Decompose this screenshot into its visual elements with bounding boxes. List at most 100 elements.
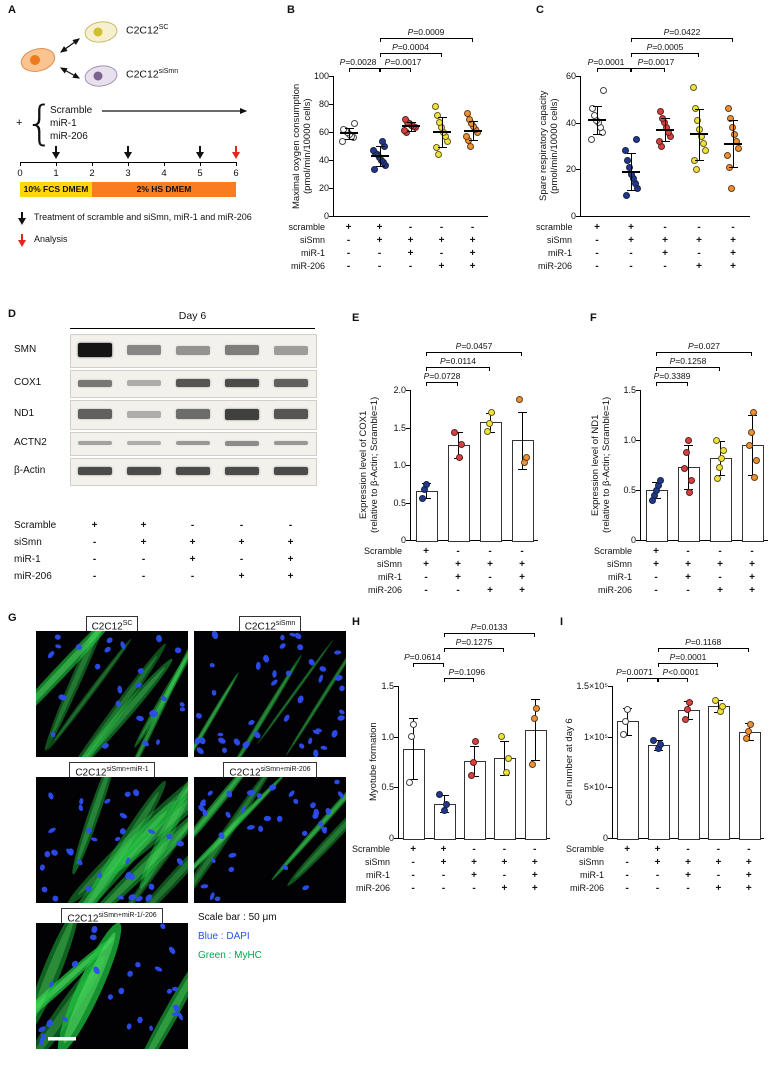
matrix-sign: -	[488, 572, 492, 583]
down-arrow-icon	[123, 152, 132, 159]
data-point	[750, 473, 758, 481]
matrix-sign: -	[288, 520, 293, 531]
matrix-sign: -	[625, 883, 629, 894]
error-bar-cap	[627, 190, 636, 192]
error-bar-cap	[530, 699, 540, 701]
panel-c: C 0 20 40 60 Spare respiratory capacity (pmo…	[536, 4, 777, 304]
error-bar-cap	[695, 160, 704, 161]
matrix-sign: -	[411, 883, 415, 894]
matrix-row-label: Scramble	[352, 844, 391, 854]
sig-bracket-end	[631, 53, 632, 57]
y-tick-label: 0	[630, 535, 636, 545]
panel-h: H 0 0.5 1.0 1.5 Myotube formation P=0.1096 P=0…	[352, 616, 555, 916]
error-bar-cap	[344, 139, 354, 140]
matrix-sign: -	[346, 248, 351, 259]
matrix-sign: -	[346, 261, 351, 272]
matrix-sign: +	[654, 844, 661, 855]
matrix-sign: -	[625, 857, 629, 868]
micrograph	[36, 631, 188, 757]
matrix-sign: +	[717, 585, 723, 596]
y-tick	[394, 686, 398, 687]
x-axis	[410, 540, 538, 541]
sig-bracket	[379, 53, 442, 54]
x-axis	[640, 540, 768, 541]
data-point	[379, 138, 386, 146]
matrix-sign: +	[438, 261, 445, 272]
data-point	[463, 132, 470, 140]
matrix-sign: +	[696, 261, 702, 272]
blot-band	[126, 380, 161, 386]
error-bar-cap	[500, 740, 510, 742]
y-tick	[406, 540, 410, 541]
matrix-sign: -	[718, 572, 722, 583]
blot-band	[224, 408, 259, 420]
panel-e: E 0 0.5 1.0 1.5 2.0 Expression level of COX1 …	[352, 312, 555, 612]
matrix-sign: +	[745, 857, 752, 868]
blot-band	[175, 379, 210, 387]
matrix-sign: +	[624, 844, 631, 855]
data-point	[657, 741, 665, 749]
y-tick	[608, 838, 612, 839]
data-point	[464, 110, 471, 118]
blot-band	[273, 467, 308, 475]
matrix-sign: -	[716, 844, 721, 855]
y-tick-label: 1.0	[393, 460, 406, 470]
data-point	[339, 138, 346, 146]
matrix-row-label: siSmn	[364, 857, 390, 867]
bar	[708, 706, 731, 840]
data-point	[418, 494, 426, 502]
sig-bracket-end	[656, 382, 657, 386]
y-tick	[608, 736, 612, 738]
error-bar-cap	[470, 776, 479, 778]
data-point	[471, 738, 479, 746]
cell-label-sc: C2C12SC	[126, 24, 168, 37]
matrix-sign: -	[716, 870, 721, 881]
bar	[647, 744, 670, 840]
matrix-row-label: siSmn	[376, 559, 402, 569]
sig-bracket-end	[657, 648, 659, 652]
sc-cell-icon	[84, 21, 118, 43]
matrix-sign: +	[469, 261, 476, 272]
matrix-sign: -	[441, 883, 446, 894]
data-point	[351, 120, 358, 128]
matrix-sign: -	[190, 520, 195, 531]
panel-g: G C2C12SC C2C12siSmn C2C12siSmn+miR-1 C2C12…	[8, 612, 352, 1071]
lineage-arrow-icon	[60, 38, 80, 53]
y-tick	[608, 787, 612, 789]
data-point	[435, 150, 442, 158]
blot-band	[224, 379, 259, 387]
timeline-tick	[20, 162, 21, 166]
matrix-sign: +	[662, 248, 668, 259]
bar	[678, 467, 700, 542]
y-tick-label: 1.0	[381, 731, 394, 742]
matrix-sign: +	[519, 585, 525, 596]
data-point	[621, 147, 629, 155]
down-arrow-icon	[17, 240, 26, 247]
matrix-sign: -	[520, 546, 524, 557]
matrix-sign: -	[686, 546, 690, 557]
sig-bracket-end	[379, 68, 381, 72]
blot-band	[273, 379, 308, 387]
error-bar-cap	[661, 118, 670, 119]
timeline-day-label: 6	[233, 168, 239, 179]
data-point	[680, 464, 688, 472]
matrix-row-label: miR-206	[367, 585, 402, 595]
data-point	[701, 147, 709, 155]
y-tick-label: 0.5	[393, 497, 406, 508]
data-point	[656, 476, 664, 484]
p-value: P=0.0028	[339, 57, 377, 67]
matrix-row-label: miR-206	[537, 261, 572, 271]
arrow-stem	[199, 146, 201, 153]
day6-underline	[70, 328, 315, 329]
matrix-sign: +	[685, 857, 691, 868]
panel-i-chart: 0 5×10⁴ 1×10⁵ 1.5×10⁵ Cell number at day 6 P=…	[560, 616, 777, 916]
error-bar-cap	[486, 432, 495, 433]
matrix-sign: -	[424, 585, 428, 596]
sig-bracket-end	[597, 68, 598, 72]
matrix-sign: -	[654, 585, 658, 596]
data-point	[687, 476, 695, 484]
matrix-sign: -	[190, 571, 195, 582]
blot-band	[175, 441, 210, 445]
sig-bracket-end	[717, 663, 719, 667]
matrix-sign: -	[663, 222, 667, 233]
